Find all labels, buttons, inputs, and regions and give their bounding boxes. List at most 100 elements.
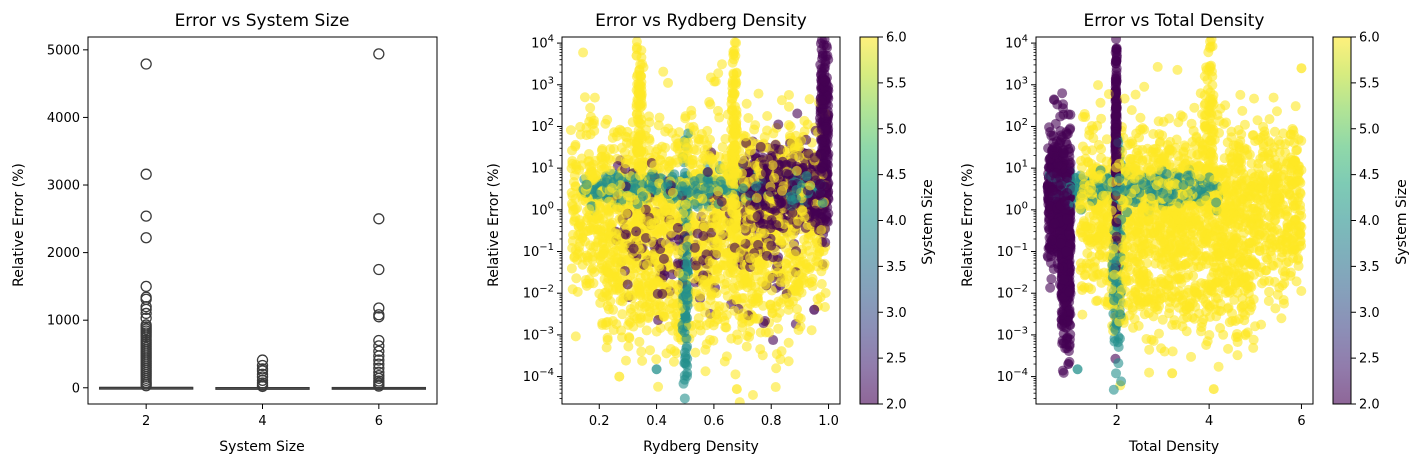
scatter-point [595,226,606,237]
scatter-point [668,356,679,367]
scatter-point [683,153,694,164]
scatter-point [721,322,732,333]
scatter-point [581,130,592,141]
colorbar-tick-label: 6.0 [886,31,907,46]
scatter-point [673,249,684,260]
scatter-point [567,158,578,169]
scatter-point [783,169,794,180]
scatter-point [565,125,576,136]
scatter-point [768,128,779,139]
scatter-point [620,229,631,240]
scatter-point [697,193,708,204]
scatter-point [759,132,770,143]
outlier-point [373,213,385,225]
scatter-point [679,393,690,404]
scatter-point [783,356,794,367]
y-tick-label: 102 [531,117,554,135]
scatter-point [617,243,628,254]
outlier-point [256,359,269,372]
scatter-point [705,295,716,306]
scatter-point [605,144,616,155]
x-tick-label: 1.0 [818,414,839,429]
scatter-point [1057,88,1068,99]
y-tick-label: 5000 [47,43,80,58]
scatter-point [607,272,618,283]
scatter-point [681,279,692,290]
scatter-point [672,298,683,309]
scatter-point [653,213,664,224]
scatter-point [595,250,606,261]
scatter-point [653,277,664,288]
scatter-point [663,156,674,167]
scatter-point [689,199,700,210]
scatter-point [792,304,803,315]
scatter-point [820,287,831,298]
scatter-point [743,112,754,123]
scatter-point [695,325,706,336]
scatter-point [680,313,691,324]
scatter-point [796,135,807,146]
scatter-point [588,118,599,129]
y-tick-label: 0 [72,381,80,396]
scatter-point [674,147,685,158]
chart-title: Error vs Rydberg Density [595,11,807,31]
scatter-point [605,296,616,307]
scatter-point [584,278,595,289]
scatter-point [775,235,786,246]
scatter-point [716,196,727,207]
scatter-point [653,381,664,392]
colorbar-tick-label: 5.5 [886,76,907,91]
y-tick-label: 101 [531,159,554,177]
scatter-point [751,193,762,204]
scatter-point [629,131,640,142]
outlier-point [373,358,385,370]
outlier-point [140,331,152,343]
scatter-point [596,259,607,270]
scatter-point [635,71,646,82]
scatter-point [570,141,581,152]
scatter-point [770,382,781,393]
scatter-point [813,256,824,267]
scatter-point [757,276,768,287]
scatter-point [765,300,776,311]
scatter-point [787,207,798,218]
scatter-point [759,228,770,239]
colorbar-tick-label: 4.0 [886,214,907,229]
scatter-total-panel: Error vs Total Density Total Density Rel… [960,11,1410,455]
scatter-point [729,305,740,316]
scatter-point [617,332,628,343]
scatter-point [729,169,740,180]
scatter-point [648,230,659,241]
colorbar-tick-label: 3.0 [886,306,907,321]
scatter-point [700,366,711,377]
scatter-point [799,115,810,126]
scatter-point [682,241,693,252]
scatter-point [775,354,786,365]
scatter-point [755,141,766,152]
scatter-point [745,326,756,337]
colorbar-tick-label: 2.0 [886,398,907,413]
scatter-point [682,341,693,352]
scatter-point [566,263,577,274]
scatter-point [731,128,742,139]
scatter-point [625,290,636,301]
scatter-point [739,223,750,234]
scatter-point [750,160,761,171]
scatter-point [753,88,764,99]
scatter-point [753,239,764,250]
scatter-point [1258,121,1269,132]
outlier-point [256,368,269,380]
scatter-point [711,309,722,320]
scatter-point [597,320,608,331]
y-axis-label: Relative Error (%) [11,163,27,287]
scatter-point [657,288,668,299]
scatter-point [805,180,816,191]
scatter-point [684,220,695,231]
scatter-point [735,246,746,257]
scatter-point [709,287,720,298]
scatter-point [631,50,642,61]
scatter-point [786,158,797,169]
scatter-point [806,325,817,336]
outlier-point [373,366,385,378]
scatter-point [790,286,801,297]
